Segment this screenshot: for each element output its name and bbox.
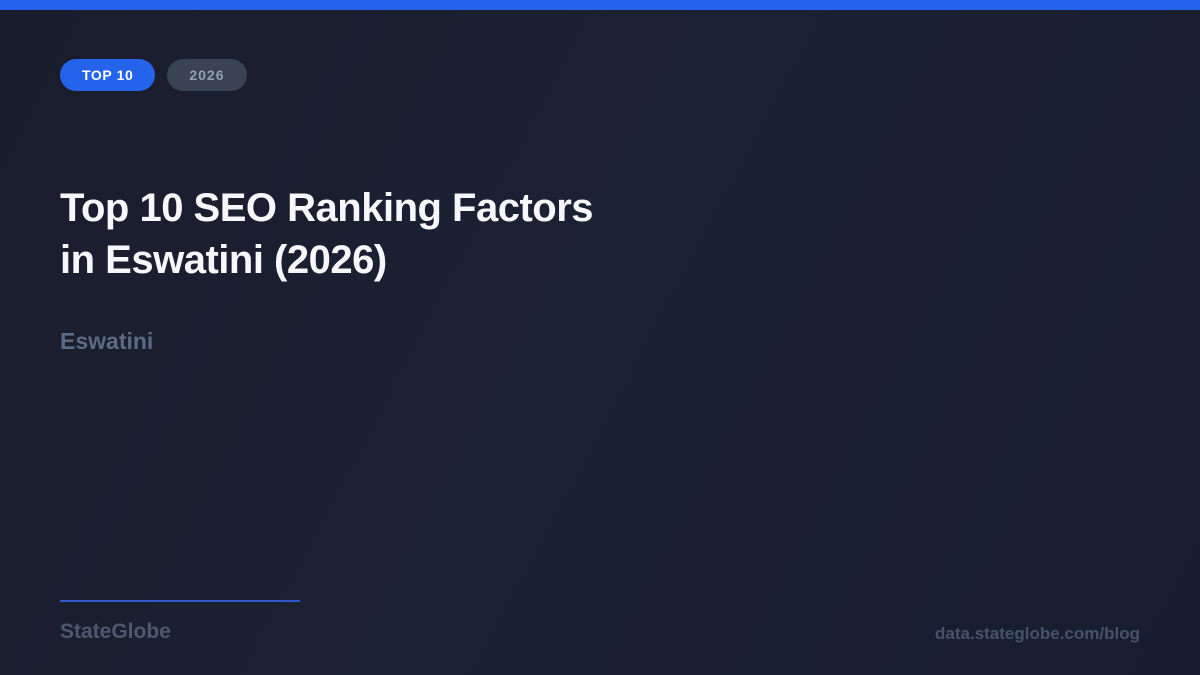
footer-divider xyxy=(60,600,300,602)
top-accent-bar xyxy=(0,0,1200,10)
page-title-line-2: in Eswatini (2026) xyxy=(60,238,387,282)
page-title-line-1: Top 10 SEO Ranking Factors xyxy=(60,186,594,230)
footer-url: data.stateglobe.com/blog xyxy=(935,624,1140,643)
badge-top-10: TOP 10 xyxy=(60,59,156,91)
badge-year: 2026 xyxy=(167,59,247,91)
badge-group: TOP 10 2026 xyxy=(60,59,247,91)
page-title: Top 10 SEO Ranking Factors in Eswatini (… xyxy=(60,182,594,286)
subtitle-country: Eswatini xyxy=(60,328,154,354)
footer-brand: StateGlobe xyxy=(60,620,171,643)
